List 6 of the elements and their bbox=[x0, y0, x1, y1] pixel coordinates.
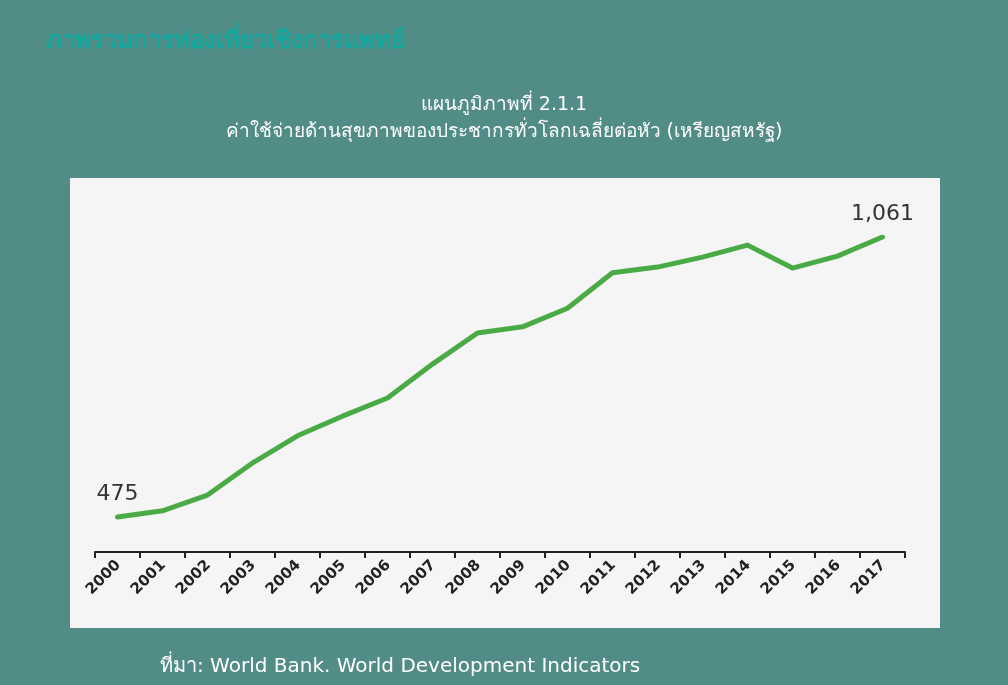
text: ที่มา: World Bank. World Development Indicators bbox=[160, 651, 641, 677]
data-label: 1,061 bbox=[851, 199, 914, 225]
chart-subtitle: ค่าใช้จ่ายด้านสุขภาพของประชากรทั่วโลกเฉลี่ยต่อหัว (เหรียญสหรัฐ) bbox=[225, 116, 783, 143]
data-label: 475 bbox=[96, 479, 139, 505]
chart-title: แผนภูมิภาพที่ 2.1.1 bbox=[420, 89, 588, 115]
text: ภาพรวมการท่องเที่ยวเชิงการแพทย์ bbox=[46, 22, 405, 54]
